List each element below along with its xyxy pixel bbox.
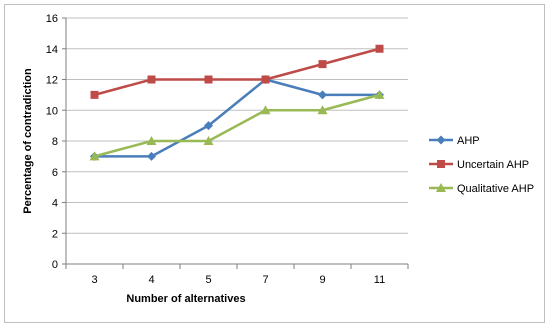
legend-label: Uncertain AHP [457, 159, 529, 171]
x-tick-label: 7 [262, 274, 268, 286]
legend-label: Qualitative AHP [457, 183, 534, 195]
y-tick-label: 12 [46, 75, 58, 87]
x-tick-label: 11 [374, 274, 385, 286]
chart-frame: 0 2 4 6 8 10 12 14 16 3 4 5 7 9 11 AHP Uncertain AHP Qu… [4, 4, 545, 323]
data-point [91, 91, 99, 99]
y-tick-label: 14 [46, 44, 58, 56]
data-point [205, 76, 213, 84]
y-tick-label: 10 [46, 105, 58, 117]
legend-item: AHP [429, 135, 480, 147]
data-point [148, 76, 156, 84]
y-axis-label: Percentage of contradiction [22, 68, 34, 214]
legend-label: AHP [457, 135, 480, 147]
series-ahp [90, 75, 384, 161]
series-uncertain-ahp [91, 45, 384, 99]
x-tick-labels: 3 4 5 7 9 11 [91, 274, 385, 286]
x-tick-label: 9 [319, 274, 325, 286]
line-chart: 0 2 4 6 8 10 12 14 16 3 4 5 7 9 11 AHP Uncertain AHP Qu… [5, 5, 546, 324]
legend-item: Uncertain AHP [429, 159, 529, 171]
y-tick-label: 2 [52, 228, 58, 240]
y-tick-label: 4 [52, 198, 58, 210]
data-point [147, 152, 156, 161]
series-line [95, 49, 380, 95]
legend-item: Qualitative AHP [429, 183, 534, 195]
x-tick-label: 4 [148, 274, 154, 286]
series-qualitative-ahp [90, 90, 385, 161]
data-point [319, 60, 327, 68]
data-point [318, 90, 327, 99]
y-tick-labels: 0 2 4 6 8 10 12 14 16 [46, 13, 58, 271]
data-point [262, 76, 270, 84]
y-tick-label: 8 [52, 136, 58, 148]
data-point [437, 136, 446, 145]
x-tick-label: 3 [91, 274, 97, 286]
x-axis-label: Number of alternatives [126, 293, 245, 305]
y-tick-label: 6 [52, 167, 58, 179]
legend: AHP Uncertain AHP Qualitative AHP [429, 135, 534, 195]
series-group [90, 45, 385, 161]
x-tick-label: 5 [205, 274, 211, 286]
data-point [437, 160, 445, 168]
y-tick-label: 0 [52, 259, 58, 271]
data-point [376, 45, 384, 53]
y-tick-label: 16 [46, 13, 58, 25]
